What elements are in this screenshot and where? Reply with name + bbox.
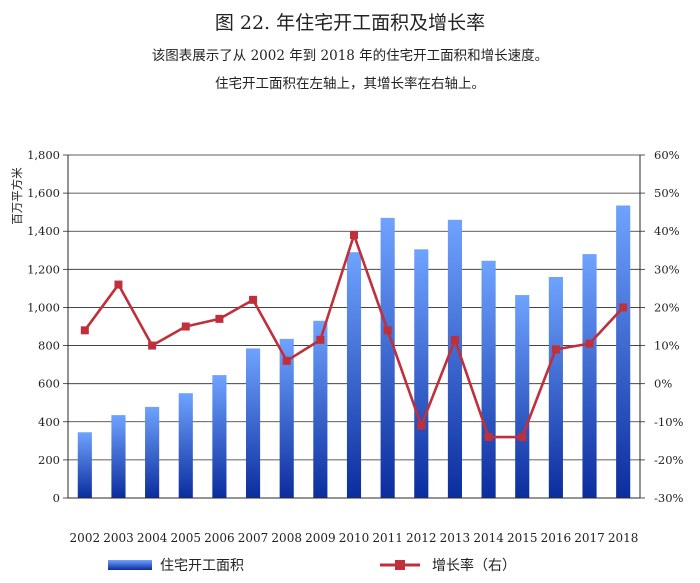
growth-point	[619, 303, 628, 312]
left-axis-tick-label: 0	[53, 491, 60, 505]
bar	[77, 432, 92, 498]
right-axis-tick-label: 20%	[654, 300, 680, 314]
right-axis-tick-label: 50%	[654, 186, 680, 200]
growth-point	[181, 322, 190, 331]
chart-title: 图 22. 年住宅开工面积及增长率	[214, 12, 486, 34]
growth-point	[450, 335, 459, 344]
left-axis-tick-label: 1,200	[27, 262, 60, 276]
right-axis-tick-label: -20%	[654, 453, 684, 467]
legend-line-label: 增长率（右）	[432, 557, 516, 574]
x-axis-tick-label: 2012	[406, 531, 437, 545]
growth-point	[114, 280, 123, 289]
left-axis-tick-label: 800	[38, 339, 60, 353]
axes: 0 200 400 600 800 1,000 1,200 1,400 1,600 1,800 -3…	[27, 148, 683, 545]
x-axis-tick-label: 2010	[339, 531, 370, 545]
x-axis-tick-label: 2017	[574, 531, 605, 545]
bar	[616, 205, 631, 498]
growth-point	[518, 433, 527, 442]
left-axis-tick-label: 1,400	[27, 224, 60, 238]
growth-point	[383, 326, 392, 335]
left-axis-label: 百万平方米	[10, 167, 24, 225]
growth-point	[148, 341, 157, 350]
bar	[447, 219, 463, 499]
growth-point	[484, 433, 493, 442]
right-axis-tick-label: -10%	[654, 415, 684, 429]
bar	[380, 217, 395, 498]
left-axis-tick-label: 600	[38, 377, 60, 391]
x-axis-tick-label: 2013	[440, 531, 471, 545]
left-axis-tick-label: 200	[38, 453, 60, 467]
bar	[515, 295, 530, 498]
legend-bar-label: 住宅开工面积	[160, 558, 244, 574]
right-axis-tick-label: 10%	[654, 339, 680, 353]
bar	[582, 254, 597, 498]
x-axis-tick-label: 2006	[204, 531, 235, 545]
legend: 住宅开工面积 增长率（右）	[108, 557, 516, 574]
bar	[111, 415, 126, 498]
growth-point	[585, 339, 594, 348]
x-axis-tick-label: 2002	[70, 531, 101, 545]
x-axis-tick-label: 2011	[372, 531, 403, 545]
left-axis-tick-label: 1,800	[27, 148, 60, 162]
x-axis-tick-label: 2015	[507, 531, 538, 545]
chart-subtitle-line1: 该图表展示了从 2002 年到 2018 年的住宅开工面积和增长速度。	[151, 48, 549, 64]
legend-bar-swatch	[108, 560, 152, 570]
x-axis-tick-label: 2009	[305, 531, 336, 545]
x-axis-tick-label: 2007	[238, 531, 269, 545]
growth-point	[316, 335, 325, 344]
bar	[178, 393, 193, 498]
bar	[313, 320, 328, 498]
legend-line-marker	[395, 560, 405, 570]
growth-point	[249, 295, 258, 304]
bar	[212, 375, 227, 498]
x-axis-tick-label: 2004	[137, 531, 168, 545]
right-axis-tick-label: -30%	[654, 491, 684, 505]
chart-subtitle-line2: 住宅开工面积在左轴上，其增长率在右轴上。	[215, 76, 485, 92]
right-axis-tick-label: 60%	[654, 148, 680, 162]
bar	[145, 406, 160, 498]
x-axis-tick-label: 2016	[541, 531, 572, 545]
growth-point	[80, 326, 89, 335]
left-axis-tick-label: 1,000	[27, 300, 60, 314]
bar	[548, 276, 563, 498]
left-axis-tick-label: 400	[38, 415, 60, 429]
bar	[245, 348, 261, 498]
bar-series	[77, 205, 631, 499]
growth-point	[215, 314, 224, 323]
growth-point	[417, 421, 426, 430]
x-axis-tick-label: 2003	[103, 531, 134, 545]
x-axis-tick-label: 2018	[608, 531, 639, 545]
x-axis-tick-label: 2005	[170, 531, 201, 545]
left-axis-tick-label: 1,600	[27, 186, 60, 200]
line-series	[80, 231, 628, 442]
bar	[481, 260, 496, 498]
x-axis-tick-label: 2008	[271, 531, 302, 545]
bar	[346, 252, 362, 498]
right-axis-tick-label: 30%	[654, 262, 680, 276]
growth-point	[282, 356, 291, 365]
x-axis-tick-label: 2014	[473, 531, 504, 545]
right-axis-tick-label: 40%	[654, 224, 680, 238]
bar	[414, 249, 429, 498]
growth-point	[551, 345, 560, 354]
bar	[279, 338, 294, 498]
right-axis-tick-label: 0%	[654, 377, 672, 391]
growth-point	[350, 231, 358, 240]
